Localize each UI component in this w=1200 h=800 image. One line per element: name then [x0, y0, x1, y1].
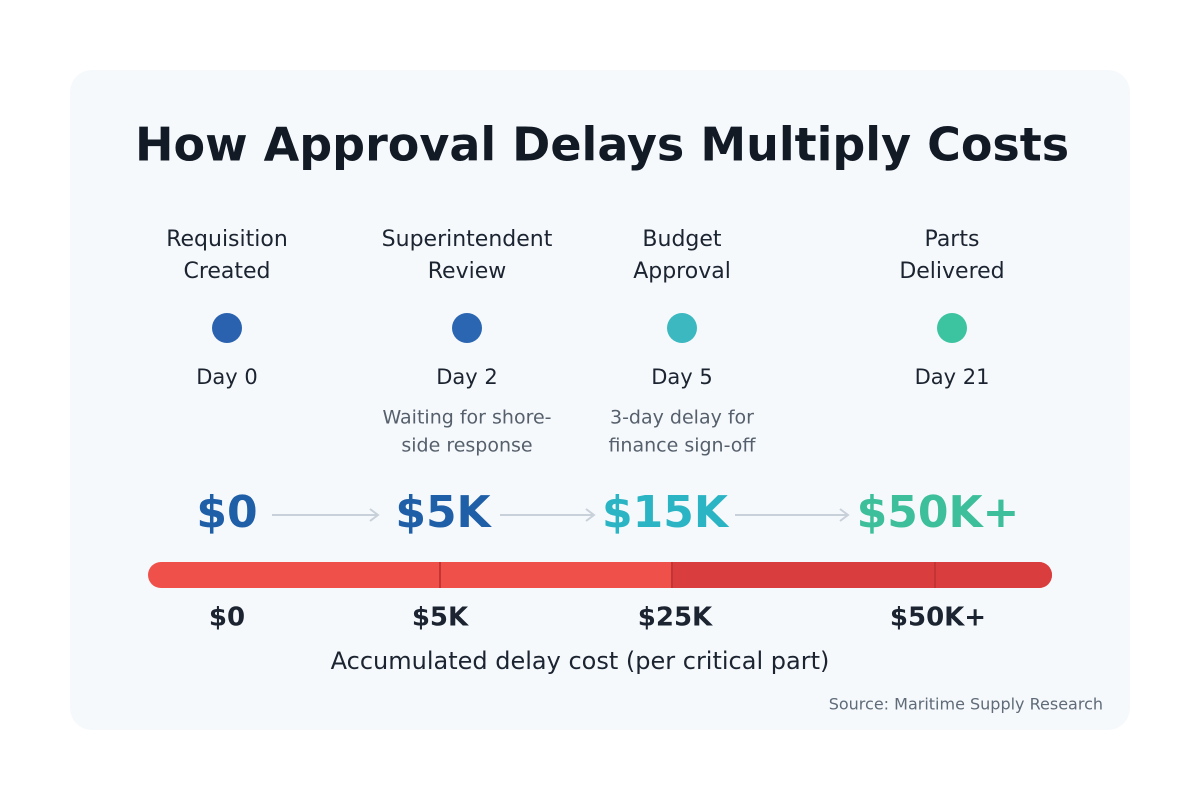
stage-label: Parts [925, 227, 980, 252]
stage-cost: $5K [395, 487, 492, 538]
cost-bar-late [672, 562, 1052, 588]
bar-dividers [439, 562, 936, 588]
stage-label: Delivered [899, 259, 1004, 284]
stage-label: Requisition [166, 227, 288, 252]
stage-dot [452, 313, 482, 343]
title: How Approval Delays Multiply Costs [135, 118, 1069, 172]
stage-label: Review [428, 259, 507, 284]
stage-cost: $15K [602, 487, 730, 538]
bar-label: $5K [412, 603, 469, 633]
bar-label: $0 [209, 603, 245, 633]
stage-note: Waiting for shore- [382, 407, 551, 429]
stage-dot [667, 313, 697, 343]
stage-note: finance sign-off [608, 435, 756, 457]
stage-day: Day 21 [915, 365, 990, 389]
stage-dot [937, 313, 967, 343]
stage-day: Day 5 [651, 365, 713, 389]
stage-label: Created [183, 259, 270, 284]
stage-label: Approval [633, 259, 731, 284]
stage-note: 3-day delay for [610, 407, 754, 429]
stage-note: side response [401, 435, 532, 457]
stage-cost: $0 [196, 487, 257, 538]
stage-day: Day 0 [196, 365, 258, 389]
caption: Accumulated delay cost (per critical par… [331, 647, 830, 675]
bar-label: $25K [638, 603, 713, 633]
stage-label: Superintendent [382, 227, 553, 252]
stage-label: Budget [642, 227, 722, 252]
stage-cost: $50K+ [857, 487, 1020, 538]
stage-dot [212, 313, 242, 343]
arrows [272, 508, 850, 522]
bar-label: $50K+ [890, 603, 986, 633]
source: Source: Maritime Supply Research [829, 695, 1103, 714]
stage-day: Day 2 [436, 365, 498, 389]
